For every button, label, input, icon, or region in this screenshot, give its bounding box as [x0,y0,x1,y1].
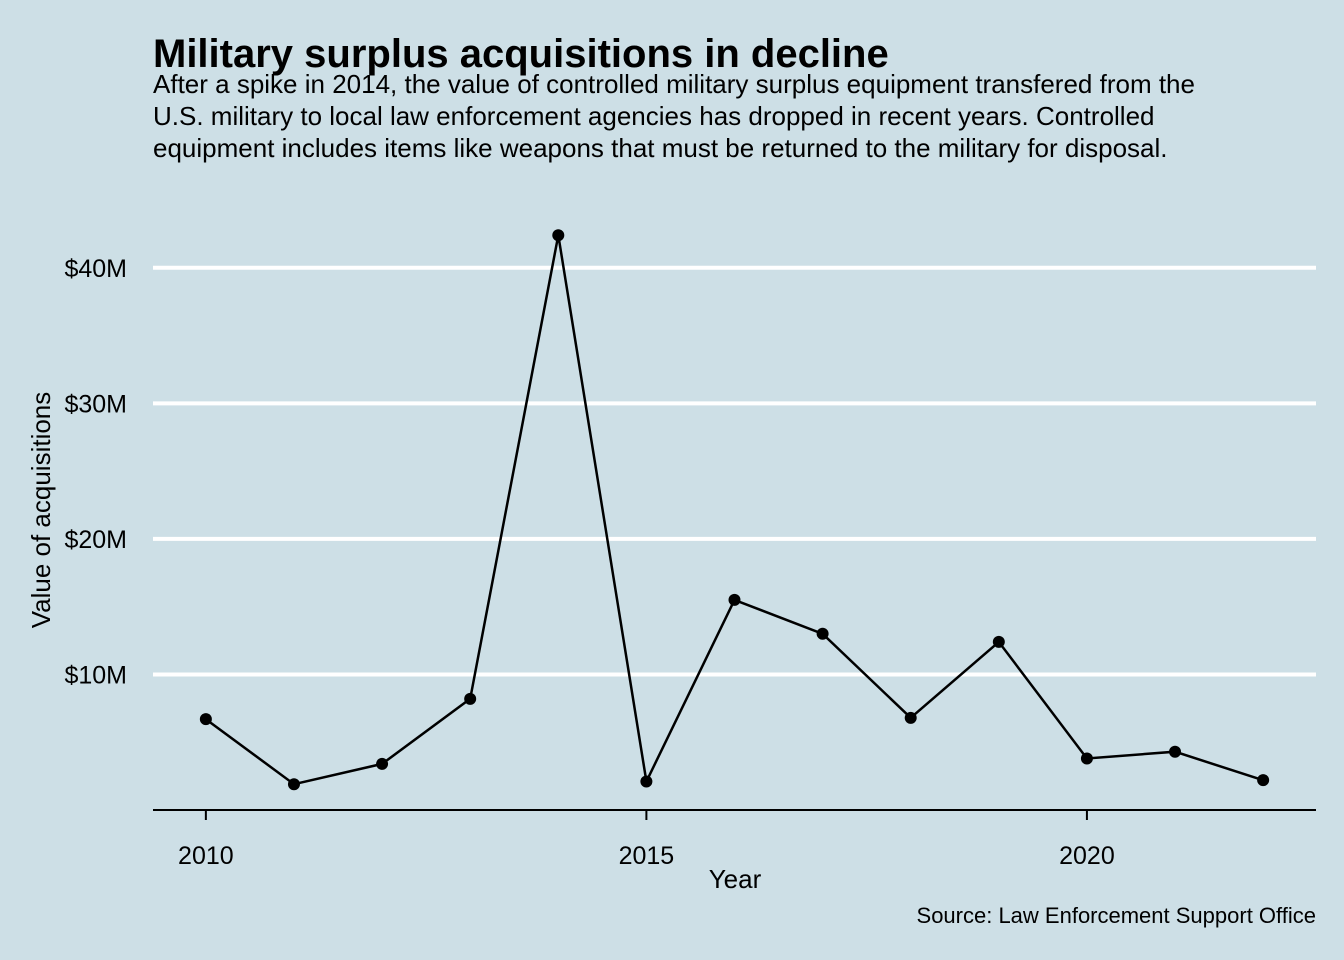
data-point [376,757,389,770]
chart-title: Military surplus acquisitions in decline [153,32,889,76]
series-line [205,234,1264,786]
gridlines [153,265,1316,677]
x-tick-label: 2015 [619,842,675,870]
y-axis-ticks: $10M $20M $30M $40M [64,255,127,690]
y-tick-label: $20M [64,526,127,554]
x-axis-ticks: 2010 2015 2020 [178,810,1115,870]
data-point [992,635,1005,648]
y-tick-label: $40M [64,255,127,283]
y-tick-label: $10M [64,661,127,689]
data-point [287,778,300,791]
source-caption: Source: Law Enforcement Support Office [916,903,1316,928]
x-axis-title: Year [709,864,762,894]
data-point [904,711,917,724]
data-point [640,775,653,788]
y-tick-label: $30M [64,390,127,418]
data-point [1169,745,1182,758]
data-point [1080,752,1093,765]
data-point [199,713,212,726]
data-points [199,229,1270,791]
chart-subtitle: After a spike in 2014, the value of cont… [153,69,1195,163]
x-tick-label: 2010 [178,842,234,870]
data-point [1257,774,1270,787]
data-point [552,229,565,242]
x-tick-label: 2020 [1059,842,1115,870]
data-point [728,593,741,606]
data-point [816,627,829,640]
y-axis-title: Value of acquisitions [26,392,56,629]
data-point [464,692,477,705]
